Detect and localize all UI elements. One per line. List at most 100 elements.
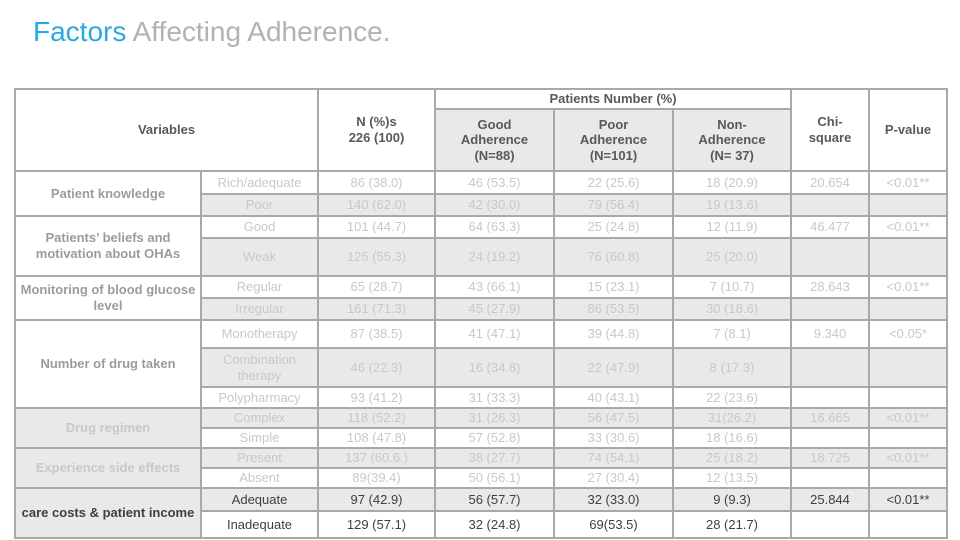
table-row: Absent 89(39.4) 50 (56.1) 27 (30.4) 12 (13.5… — [15, 467, 949, 489]
non-adherence-cell: 12 (11.9) — [672, 215, 793, 239]
poor-adherence-cell: 40 (43.1) — [553, 386, 675, 409]
non-adherence-cell: 9 (9.3) — [672, 487, 793, 512]
subcategory-cell: Complex — [199, 407, 320, 429]
chi-square-cell — [790, 510, 871, 539]
variables-header: Variables — [13, 88, 320, 172]
table-row: Irregular 161 (71.3) 45 (27.9) 86 (53.5) 30 … — [15, 297, 949, 321]
non-adherence-cell: 30 (18.6) — [672, 297, 793, 321]
subcategory-cell: Weak — [199, 237, 320, 277]
p-value-cell — [868, 386, 949, 409]
table-head: Variables N (%)s 226 (100) Patients Number… — [13, 88, 949, 172]
page-title-rest: Affecting Adherence. — [126, 16, 391, 47]
table-row: Combination therapy 46 (22.3) 16 (34.8) 22 … — [15, 347, 949, 388]
subcategory-cell: Monotherapy — [199, 319, 320, 349]
n-percent-cell: 87 (38.5) — [317, 319, 437, 349]
p-value-cell — [868, 467, 949, 489]
variable-group-label: Number of drug taken — [14, 319, 202, 409]
chi-square-cell — [790, 467, 871, 489]
subcategory-cell: Poor — [199, 193, 320, 217]
non-adherence-cell: 19 (13.6) — [672, 193, 793, 217]
subcategory-cell: Simple — [199, 427, 320, 449]
n-percent-cell: 86 (38.0) — [317, 170, 437, 195]
subcategory-cell: Polypharmacy — [199, 386, 320, 409]
table-body: Patient knowledge Rich/adequate 86 (38.0) 4… — [14, 170, 949, 539]
subcategory-cell: Regular — [199, 275, 320, 299]
p-value-cell: <0.01** — [868, 170, 949, 195]
p-value-cell — [868, 427, 949, 449]
poor-adherence-cell: 27 (30.4) — [553, 467, 675, 489]
n-percent-cell: 137 (60.6.) — [317, 447, 437, 469]
subcategory-cell: Present — [199, 447, 320, 469]
table-row: Poor 140 (62.0) 42 (30.0) 79 (56.4) 19 (13.6… — [15, 193, 949, 217]
chi-square-cell: 16.665 — [790, 407, 871, 429]
table-row: Inadequate 129 (57.1) 32 (24.8) 69(53.5) 28 … — [15, 510, 949, 539]
chi-square-cell: 20.654 — [790, 170, 871, 195]
subcategory-cell: Irregular — [199, 297, 320, 321]
p-value-cell: <0.01** — [868, 447, 949, 469]
p-value-cell: <0.01** — [868, 407, 949, 429]
non-adherence-cell: 25 (20.0) — [672, 237, 793, 277]
poor-adherence-cell: 22 (25.6) — [553, 170, 675, 195]
subcategory-cell: Combination therapy — [199, 347, 320, 388]
chi-square-cell — [790, 347, 871, 388]
chi-square-cell — [790, 297, 871, 321]
poor-adherence-cell: 86 (53.5) — [553, 297, 675, 321]
n-percent-cell: 65 (28.7) — [317, 275, 437, 299]
p-value-cell: <0.01** — [868, 215, 949, 239]
poor-adherence-cell: 33 (30.6) — [553, 427, 675, 449]
good-adherence-cell: 56 (57.7) — [434, 487, 556, 512]
good-adherence-cell: 16 (34.8) — [434, 347, 556, 388]
poor-adherence-header: Poor Adherence (N=101) — [553, 108, 675, 172]
variable-group-label: Patient knowledge — [14, 170, 202, 217]
chi-square-cell: 18.725 — [790, 447, 871, 469]
good-adherence-cell: 38 (27.7) — [434, 447, 556, 469]
chi-square-cell — [790, 427, 871, 449]
poor-adherence-cell: 22 (47.9) — [553, 347, 675, 388]
n-percent-header: N (%)s 226 (100) — [317, 88, 437, 172]
p-value-cell — [868, 193, 949, 217]
n-percent-cell: 161 (71.3) — [317, 297, 437, 321]
n-percent-cell: 140 (62.0) — [317, 193, 437, 217]
adherence-table: Variables N (%)s 226 (100) Patients Number… — [13, 88, 949, 539]
non-adherence-cell: 31(26.2) — [672, 407, 793, 429]
good-adherence-cell: 46 (53.5) — [434, 170, 556, 195]
subcategory-cell: Good — [199, 215, 320, 239]
variable-group-label: Patients’ beliefs and motivation about O… — [14, 215, 202, 277]
table-row: Number of drug taken Monotherapy 87 (38.5)… — [14, 319, 949, 409]
subcategory-cell: Adequate — [199, 487, 320, 512]
page-title: Factors Affecting Adherence. — [33, 16, 391, 48]
p-value-cell — [868, 237, 949, 277]
n-percent-cell: 93 (41.2) — [317, 386, 437, 409]
poor-adherence-cell: 79 (56.4) — [553, 193, 675, 217]
table-row: Weak 125 (55.3) 24 (19.2) 76 (60.8) 25 (20.0… — [15, 237, 949, 277]
table-row: Experience side effects Present 137 (60.6.… — [14, 447, 949, 489]
poor-adherence-cell: 39 (44.8) — [553, 319, 675, 349]
poor-adherence-cell: 32 (33.0) — [553, 487, 675, 512]
poor-adherence-cell: 74 (54.1) — [553, 447, 675, 469]
non-adherence-cell: 7 (10.7) — [672, 275, 793, 299]
n-percent-cell: 108 (47.8) — [317, 427, 437, 449]
variable-group-label: Drug regimen — [14, 407, 202, 449]
good-adherence-cell: 24 (19.2) — [434, 237, 556, 277]
non-adherence-cell: 22 (23.6) — [672, 386, 793, 409]
good-adherence-cell: 41 (47.1) — [434, 319, 556, 349]
p-value-cell — [868, 347, 949, 388]
chi-square-header: Chi- square — [790, 88, 871, 172]
non-adherence-cell: 25 (18.2) — [672, 447, 793, 469]
p-value-cell: <0.01** — [868, 275, 949, 299]
good-adherence-cell: 31 (33.3) — [434, 386, 556, 409]
p-value-header: P-value — [868, 88, 949, 172]
table-row: Simple 108 (47.8) 57 (52.8) 33 (30.6) 18 (16… — [15, 427, 949, 449]
subcategory-cell: Rich/adequate — [199, 170, 320, 195]
page-title-highlight: Factors — [33, 16, 127, 47]
non-adherence-cell: 12 (13.5) — [672, 467, 793, 489]
subcategory-cell: Inadequate — [199, 510, 320, 539]
good-adherence-header: Good Adherence (N=88) — [434, 108, 556, 172]
poor-adherence-cell: 25 (24.8) — [553, 215, 675, 239]
p-value-cell — [868, 297, 949, 321]
table-row: Monitoring of blood glucose level Regular… — [14, 275, 949, 321]
variable-group-label: Monitoring of blood glucose level — [14, 275, 202, 321]
table-row: Polypharmacy 93 (41.2) 31 (33.3) 40 (43.1) 2… — [15, 386, 949, 409]
chi-square-cell — [790, 193, 871, 217]
